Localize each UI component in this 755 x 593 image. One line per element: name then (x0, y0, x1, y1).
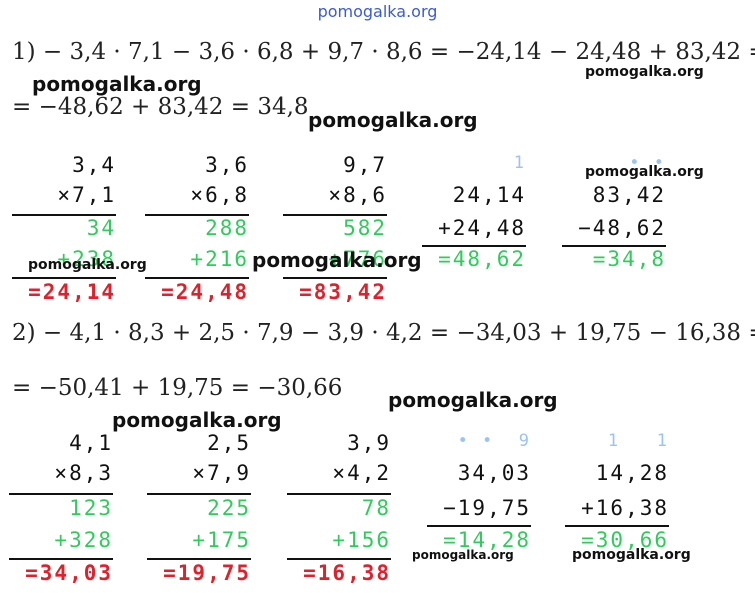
digit-row: +216 (190, 247, 249, 271)
rule-line (9, 493, 113, 495)
digit-row: =34,03 (25, 561, 113, 585)
digit-row: 14,28 (595, 461, 669, 485)
equation-line: = −48,62 + 83,42 = 34,8 (12, 94, 309, 120)
rule-line (9, 558, 113, 560)
watermark: pomogalka.org (112, 408, 282, 432)
equation-line: 1) − 3,4 · 7,1 − 3,6 · 6,8 + 9,7 · 8,6 =… (12, 39, 755, 65)
rule-line (12, 214, 116, 216)
rule-line (147, 493, 251, 495)
carry-mark: 1 1 (607, 431, 669, 451)
digit-row: 83,42 (592, 183, 666, 207)
rule-line (12, 277, 116, 279)
site-header: pomogalka.org (317, 2, 438, 21)
digit-row: =24,48 (161, 280, 249, 304)
digit-row: =83,42 (299, 280, 387, 304)
digit-row: ×4,2 (332, 461, 391, 485)
digit-row: 288 (205, 216, 249, 240)
digit-row: ×8,3 (54, 461, 113, 485)
digit-row: −48,62 (578, 216, 666, 240)
digit-row: =34,8 (592, 247, 666, 271)
rule-line (427, 525, 531, 527)
rule-line (287, 558, 391, 560)
digit-row: =16,38 (303, 561, 391, 585)
digit-row: +16,38 (581, 496, 669, 520)
digit-row: ×6,8 (190, 183, 249, 207)
carry-mark: • • (629, 153, 666, 173)
digit-row: =30,66 (581, 528, 669, 552)
equation-line: = −50,41 + 19,75 = −30,66 (12, 375, 343, 401)
digit-row: ×7,1 (57, 183, 116, 207)
digit-row: ×8,6 (328, 183, 387, 207)
watermark: pomogalka.org (28, 257, 147, 273)
digit-row: +238 (57, 247, 116, 271)
equation-line: 2) − 4,1 · 8,3 + 2,5 · 7,9 − 3,9 · 4,2 =… (12, 320, 755, 346)
digit-row: ×7,9 (192, 461, 251, 485)
watermark: pomogalka.org (252, 248, 422, 272)
rule-line (145, 214, 249, 216)
digit-row: +156 (332, 528, 391, 552)
watermark: pomogalka.org (412, 548, 514, 562)
digit-row: 123 (69, 496, 113, 520)
digit-row: 225 (207, 496, 251, 520)
digit-row: 3,4 (72, 153, 116, 177)
rule-line (283, 277, 387, 279)
digit-row: 34 (86, 216, 116, 240)
rule-line (283, 214, 387, 216)
rule-line (422, 245, 526, 247)
rule-line (562, 245, 666, 247)
digit-row: 24,14 (452, 183, 526, 207)
digit-row: 582 (343, 216, 387, 240)
rule-line (565, 525, 669, 527)
rule-line (147, 558, 251, 560)
digit-row: 34,03 (457, 461, 531, 485)
carry-mark: 1 (513, 153, 526, 173)
digit-row: +175 (192, 528, 251, 552)
digit-row: 2,5 (207, 431, 251, 455)
watermark: pomogalka.org (388, 388, 558, 412)
digit-row: =14,28 (443, 528, 531, 552)
digit-row: 78 (361, 496, 391, 520)
digit-row: +24,48 (438, 216, 526, 240)
watermark: pomogalka.org (32, 72, 202, 96)
digit-row: 3,9 (347, 431, 391, 455)
digit-row: 3,6 (205, 153, 249, 177)
digit-row: =48,62 (438, 247, 526, 271)
watermark: pomogalka.org (572, 547, 691, 563)
watermark: pomogalka.org (585, 164, 704, 180)
watermark: pomogalka.org (308, 108, 478, 132)
digit-row: 4,1 (69, 431, 113, 455)
digit-row: −19,75 (443, 496, 531, 520)
rule-line (145, 277, 249, 279)
digit-row: +328 (54, 528, 113, 552)
digit-row: =19,75 (163, 561, 251, 585)
digit-row: 9,7 (343, 153, 387, 177)
digit-row: =24,14 (28, 280, 116, 304)
digit-row: +776 (328, 247, 387, 271)
carry-mark: • • 9 (457, 431, 531, 451)
watermark: pomogalka.org (585, 64, 704, 80)
rule-line (287, 493, 391, 495)
